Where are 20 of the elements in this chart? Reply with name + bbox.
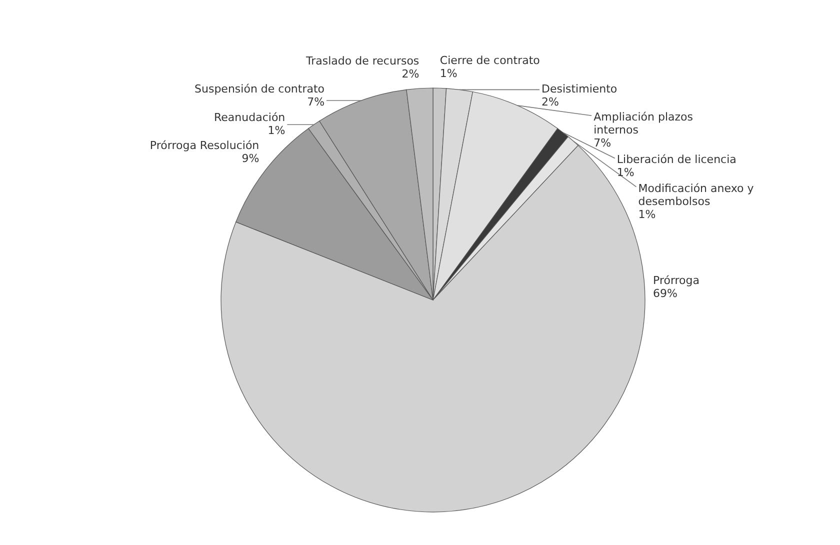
data-label: 7% [594,136,612,150]
data-label: 2% [541,96,559,109]
data-label: 7% [307,96,325,109]
slice-label: Liberación de licencia [616,153,736,166]
data-label: 1% [440,67,458,80]
slice-label: Cierre de contrato [440,54,540,68]
data-label: 2% [402,67,420,80]
data-label: 1% [268,124,286,138]
data-label: 9% [242,152,260,166]
slice-label: Traslado de recursos [305,54,420,68]
slice-label: Prórroga [653,274,700,287]
data-label: 1% [616,166,634,180]
slice-label: Reanudación [214,111,286,124]
slice-label: Prórroga Resolución [150,139,260,152]
slice-label: Modificación anexo y desembolsos [638,182,754,208]
slice-label: Desistimiento [541,82,618,96]
data-label: 1% [638,208,656,221]
data-label: 69% [653,287,678,300]
slice-label: Suspensión de contrato [194,82,325,96]
slice-label: Ampliación plazos internos [594,110,694,137]
